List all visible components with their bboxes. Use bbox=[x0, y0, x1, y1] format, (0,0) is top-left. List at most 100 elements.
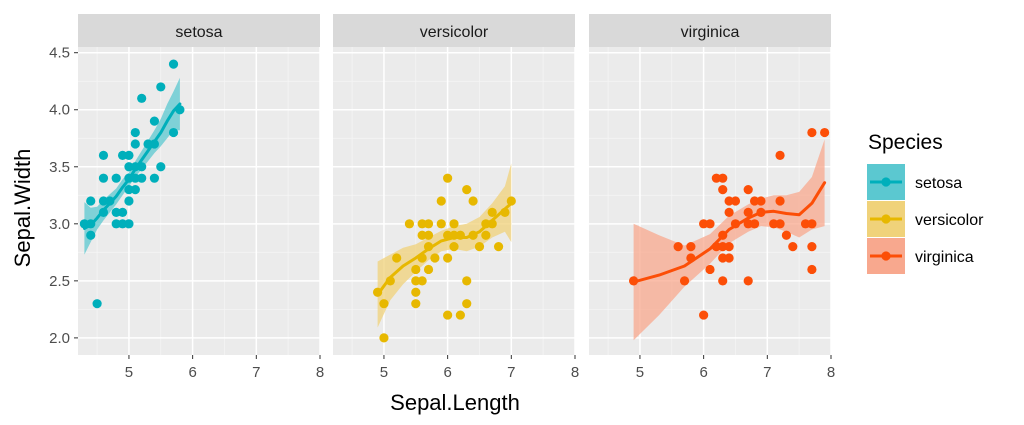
data-point bbox=[168, 127, 179, 138]
x-tick-label: 8 bbox=[316, 364, 324, 381]
legend-label: versicolor bbox=[915, 212, 984, 229]
data-point bbox=[462, 276, 472, 286]
data-point bbox=[417, 276, 427, 286]
data-point bbox=[718, 242, 728, 252]
data-point bbox=[417, 219, 427, 229]
confidence-band-versicolor bbox=[377, 163, 512, 328]
data-point bbox=[743, 219, 753, 229]
data-point bbox=[443, 253, 453, 263]
data-point bbox=[379, 333, 389, 343]
data-point bbox=[455, 310, 465, 320]
data-point bbox=[679, 276, 690, 286]
panel-background bbox=[333, 47, 575, 355]
data-point bbox=[443, 173, 453, 183]
data-point bbox=[430, 253, 440, 263]
data-point bbox=[86, 196, 96, 206]
data-point bbox=[743, 207, 753, 218]
data-point bbox=[436, 196, 446, 206]
x-axis-title: Sepal.Length bbox=[390, 390, 520, 415]
data-point bbox=[481, 230, 491, 240]
data-point bbox=[462, 184, 472, 195]
x-tick-label: 6 bbox=[443, 364, 451, 381]
legend-item-versicolor: versicolor bbox=[867, 201, 984, 237]
data-point bbox=[718, 173, 728, 183]
data-point bbox=[156, 162, 166, 172]
data-point bbox=[168, 59, 179, 69]
data-point bbox=[699, 219, 709, 229]
data-point bbox=[820, 127, 830, 138]
data-point bbox=[436, 219, 446, 229]
data-point bbox=[130, 173, 140, 183]
data-point bbox=[718, 276, 728, 286]
strip-virginica bbox=[589, 14, 831, 47]
strip-label-versicolor: versicolor bbox=[420, 24, 489, 41]
data-point bbox=[705, 219, 715, 229]
x-tick-label: 7 bbox=[252, 364, 260, 381]
legend-title: Species bbox=[868, 131, 943, 154]
x-tick-label: 5 bbox=[636, 364, 644, 381]
data-point bbox=[807, 127, 817, 138]
x-tick-label: 6 bbox=[699, 364, 707, 381]
panel-versicolor: versicolor 5 6 7 8 bbox=[333, 14, 579, 381]
legend-key-point bbox=[881, 177, 891, 187]
strip-label-virginica: virginica bbox=[681, 24, 740, 41]
data-point bbox=[807, 219, 817, 229]
data-point bbox=[423, 219, 434, 229]
data-point bbox=[686, 242, 696, 252]
legend-key-point bbox=[881, 251, 891, 261]
x-tick-label: 7 bbox=[763, 364, 771, 381]
data-point bbox=[481, 219, 491, 229]
data-point bbox=[449, 242, 459, 252]
strip-versicolor bbox=[333, 14, 575, 47]
strip-setosa bbox=[78, 14, 320, 47]
data-point bbox=[724, 207, 734, 218]
y-tick-label: 3.5 bbox=[49, 159, 70, 176]
data-point bbox=[130, 139, 140, 149]
y-tick-label: 3.0 bbox=[49, 216, 70, 233]
confidence-band-setosa bbox=[84, 77, 180, 255]
data-point bbox=[130, 127, 140, 138]
data-point bbox=[423, 264, 434, 275]
data-point bbox=[462, 299, 472, 309]
data-point bbox=[474, 242, 485, 252]
data-point bbox=[111, 173, 121, 183]
smooth-line-virginica bbox=[632, 181, 827, 284]
data-point bbox=[404, 219, 415, 229]
data-point bbox=[775, 219, 785, 229]
y-tick-label: 2.5 bbox=[49, 273, 70, 290]
data-point bbox=[124, 162, 134, 172]
data-point bbox=[124, 184, 134, 195]
data-point bbox=[98, 150, 109, 160]
data-point bbox=[506, 196, 516, 206]
data-point bbox=[769, 219, 779, 229]
legend-label: setosa bbox=[915, 175, 962, 192]
data-point bbox=[149, 116, 160, 126]
y-axis-title: Sepal.Width bbox=[10, 149, 35, 268]
data-point bbox=[718, 184, 728, 195]
data-point bbox=[124, 219, 134, 229]
data-point bbox=[743, 184, 753, 195]
data-point bbox=[117, 219, 128, 229]
panel-setosa: setosa 5 6 7 8 2.0 2.5 3.0 3.5 4.0 4.5 bbox=[49, 14, 324, 381]
data-point bbox=[487, 207, 497, 218]
data-point bbox=[775, 150, 785, 160]
data-point bbox=[788, 242, 798, 252]
y-tick-label: 4.5 bbox=[49, 45, 70, 62]
legend: Species setosa versicolor virginica bbox=[867, 131, 984, 274]
data-point bbox=[699, 310, 709, 320]
data-point bbox=[749, 219, 760, 229]
data-point bbox=[749, 196, 760, 206]
data-point bbox=[137, 173, 147, 183]
data-point bbox=[449, 219, 459, 229]
data-point bbox=[443, 310, 453, 320]
data-point bbox=[156, 82, 166, 92]
data-point bbox=[98, 196, 109, 206]
x-tick-label: 6 bbox=[188, 364, 196, 381]
data-point bbox=[718, 253, 728, 263]
data-point bbox=[149, 173, 160, 183]
y-tick-label: 4.0 bbox=[49, 102, 70, 119]
data-point bbox=[800, 219, 811, 229]
x-tick-label: 5 bbox=[380, 364, 388, 381]
data-point bbox=[781, 230, 792, 240]
data-point bbox=[411, 299, 421, 309]
